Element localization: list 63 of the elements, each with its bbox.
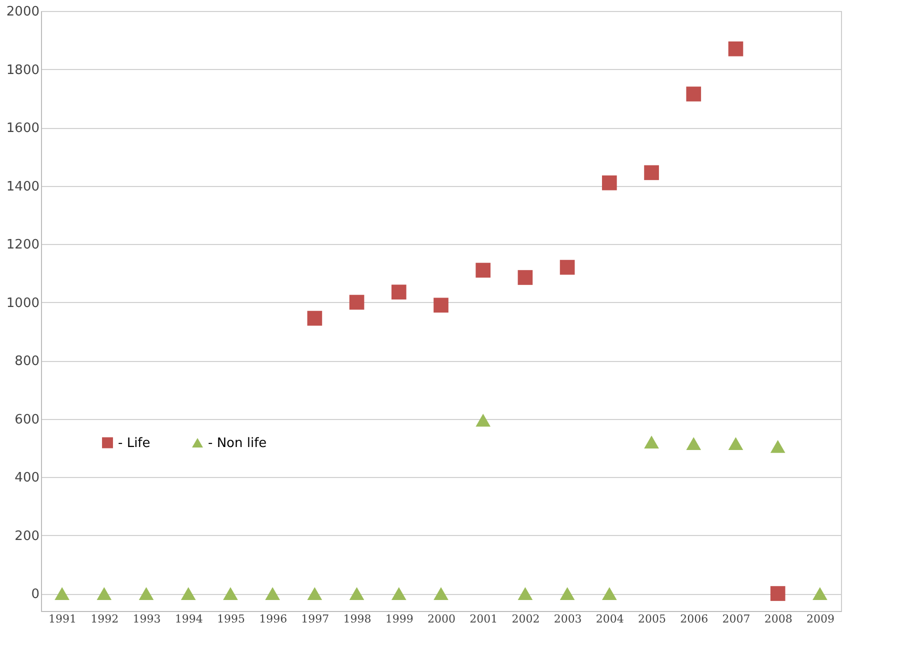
point	[686, 437, 702, 450]
y-tick-label: 1600	[6, 121, 40, 136]
point	[602, 175, 617, 190]
point	[391, 284, 406, 300]
y-tick-label: 1200	[6, 238, 40, 253]
y-tick-label: 200	[14, 528, 40, 544]
x-tick-label: 2001	[470, 612, 498, 626]
y-tick-label: 1800	[6, 62, 40, 78]
point	[54, 587, 70, 600]
x-tick-label: 2006	[680, 612, 708, 626]
point	[180, 587, 196, 600]
x-tick-label: 2002	[512, 612, 540, 626]
x-tick-label: 1992	[90, 612, 119, 626]
point	[265, 587, 280, 600]
x-tick-label: 1997	[301, 612, 330, 626]
x-tick-label: 1995	[216, 612, 245, 626]
legend-label: - Life	[118, 436, 150, 451]
x-tick-label: 2009	[806, 612, 834, 626]
point	[96, 587, 112, 600]
point	[560, 260, 575, 275]
x-tick-label: 1999	[385, 612, 414, 626]
point	[434, 298, 448, 313]
x-tick-label: 1996	[259, 612, 288, 626]
point	[391, 587, 406, 600]
x-tick-label: 2005	[638, 612, 666, 626]
y-tick-label: 0	[31, 587, 40, 602]
point	[728, 437, 744, 450]
y-tick-label: 1400	[6, 179, 40, 194]
point	[560, 587, 575, 600]
point	[644, 436, 659, 448]
point	[434, 587, 448, 600]
x-tick-label: 1991	[48, 612, 77, 626]
point	[770, 440, 786, 453]
point	[307, 587, 322, 600]
point	[728, 41, 744, 56]
x-tick-label: 2004	[596, 612, 624, 626]
point	[686, 86, 702, 102]
point	[138, 587, 154, 600]
point	[770, 586, 786, 601]
point	[644, 165, 659, 180]
point	[349, 294, 364, 310]
x-tick-label: 1993	[132, 612, 161, 626]
point	[307, 310, 322, 326]
point	[476, 262, 491, 278]
point	[476, 414, 491, 427]
x-tick-label: 1998	[343, 612, 372, 626]
x-tick-label: 2003	[554, 612, 582, 626]
point	[518, 270, 533, 285]
point	[349, 587, 364, 600]
y-tick-label: 800	[14, 354, 40, 370]
legend-label: - Non life	[208, 436, 267, 451]
y-tick-label: 400	[14, 470, 40, 486]
point	[602, 587, 617, 600]
point	[812, 587, 828, 600]
y-tick-label: 2000	[6, 4, 40, 20]
x-tick-label: 2007	[722, 612, 750, 626]
y-tick-label: 600	[14, 412, 40, 428]
point	[518, 587, 533, 600]
x-tick-label: 2000	[428, 612, 456, 626]
x-tick-label: 1994	[174, 612, 203, 626]
y-tick-label: 1000	[6, 296, 40, 311]
x-tick-label: 2008	[764, 612, 792, 626]
point	[223, 587, 238, 600]
